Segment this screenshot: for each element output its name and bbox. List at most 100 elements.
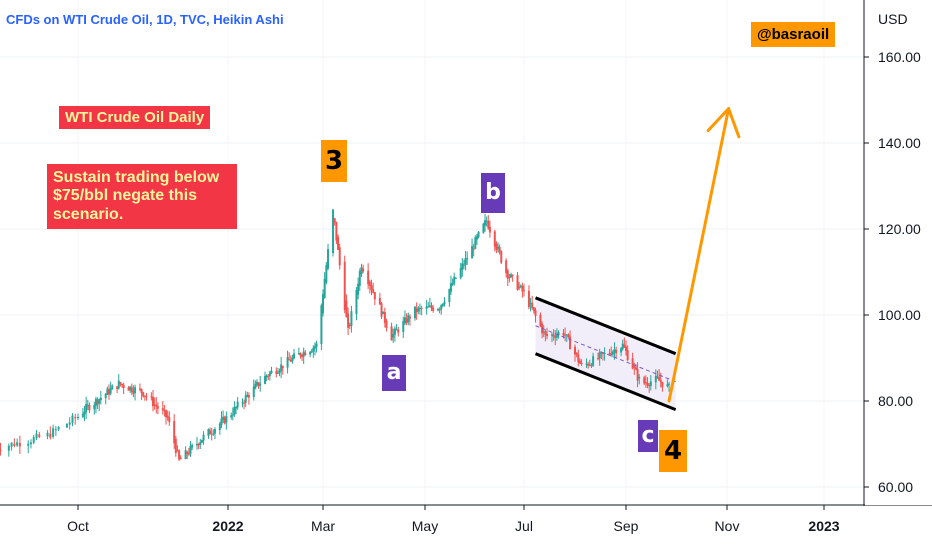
candle <box>532 307 535 314</box>
candle-body <box>497 246 500 249</box>
price-tick-label: 140.00 <box>878 135 921 151</box>
candle-body <box>666 384 669 387</box>
candle-body <box>347 313 350 328</box>
candle-body <box>565 334 568 336</box>
candle-body <box>451 283 454 285</box>
candle <box>119 381 122 387</box>
price-axis[interactable]: 60.00 80.00 100.00 120.00 140.00 160.00 <box>864 49 921 495</box>
candle <box>304 349 307 356</box>
candle-body <box>427 306 430 308</box>
candle-body <box>631 358 634 369</box>
candle-body <box>196 443 199 446</box>
candle-body <box>18 442 21 447</box>
candle <box>485 216 488 227</box>
candle <box>531 295 534 310</box>
candle <box>510 272 513 279</box>
time-axis[interactable]: Oct 2022 Mar May Jul Sep Nov 2023 <box>67 505 840 534</box>
candle-body <box>243 402 246 404</box>
candle <box>461 258 464 277</box>
candle-body <box>13 443 16 447</box>
candle-body <box>350 311 353 326</box>
candle <box>402 316 405 338</box>
candle-body <box>71 415 74 423</box>
candle-body <box>575 352 578 355</box>
candle <box>7 443 10 457</box>
candle <box>259 375 262 392</box>
candle <box>309 350 312 358</box>
channel-lower-line[interactable] <box>534 352 677 411</box>
candle <box>610 346 613 357</box>
candle <box>322 289 324 317</box>
candle-body <box>597 358 600 360</box>
candle <box>27 440 30 454</box>
candle <box>511 274 514 282</box>
candle <box>625 340 627 356</box>
symbol-header[interactable]: CFDs on WTI Crude Oil, 1D, TVC, Heikin A… <box>6 12 284 27</box>
candle <box>165 409 168 425</box>
candle-body <box>620 348 623 353</box>
candle <box>299 352 302 359</box>
candle-body <box>259 383 262 386</box>
candle <box>407 312 410 326</box>
candle-body <box>382 311 385 315</box>
candle <box>654 369 657 390</box>
candle <box>497 242 500 253</box>
candle-body <box>383 311 386 323</box>
projection-arrow[interactable] <box>667 107 741 403</box>
candle-body <box>546 334 549 337</box>
candle <box>179 455 182 460</box>
candle-body <box>471 246 474 259</box>
candle-body <box>312 347 315 352</box>
candle-body <box>289 360 292 362</box>
candle <box>413 306 416 321</box>
candle-body <box>270 370 273 374</box>
candle-body <box>623 344 626 348</box>
candle <box>222 410 225 424</box>
candle-body <box>474 237 477 249</box>
candle-body <box>74 417 77 419</box>
candle <box>196 436 199 450</box>
price-tick-label: 160.00 <box>878 49 921 65</box>
candle <box>348 322 351 330</box>
candle-body <box>555 334 558 338</box>
candle-body <box>544 331 547 335</box>
candle-body <box>508 277 511 279</box>
candle-body <box>233 406 236 415</box>
candle <box>397 326 400 337</box>
candle <box>223 415 226 425</box>
candle <box>649 375 652 391</box>
candle-body <box>621 343 624 350</box>
candle-body <box>338 247 341 266</box>
candle-body <box>656 376 659 378</box>
candle <box>646 377 649 389</box>
candle-body <box>531 302 534 309</box>
candle <box>462 259 465 270</box>
channel-upper-line[interactable] <box>534 296 677 356</box>
candle <box>367 263 370 290</box>
candle-body <box>16 442 19 446</box>
scenario-note-line-1: Sustain trading below <box>53 169 220 186</box>
candle <box>587 361 590 369</box>
candle <box>184 446 187 460</box>
candle <box>0 442 2 456</box>
candle <box>233 401 236 417</box>
candle-body <box>276 372 279 374</box>
candle-body <box>373 292 376 300</box>
candle-body <box>449 283 452 292</box>
candle <box>187 447 190 457</box>
candle-body <box>392 334 395 338</box>
candle-body <box>0 449 2 451</box>
candle <box>405 313 408 326</box>
candle <box>453 272 456 286</box>
candle <box>477 231 480 239</box>
candle-body <box>484 220 487 226</box>
candle <box>74 413 77 425</box>
candle <box>567 333 570 339</box>
currency-label: USD <box>878 11 908 27</box>
candle-body <box>166 415 169 418</box>
candle-body <box>127 387 130 391</box>
candle-body <box>668 383 671 385</box>
candle-body <box>448 289 451 303</box>
candle <box>378 292 381 305</box>
